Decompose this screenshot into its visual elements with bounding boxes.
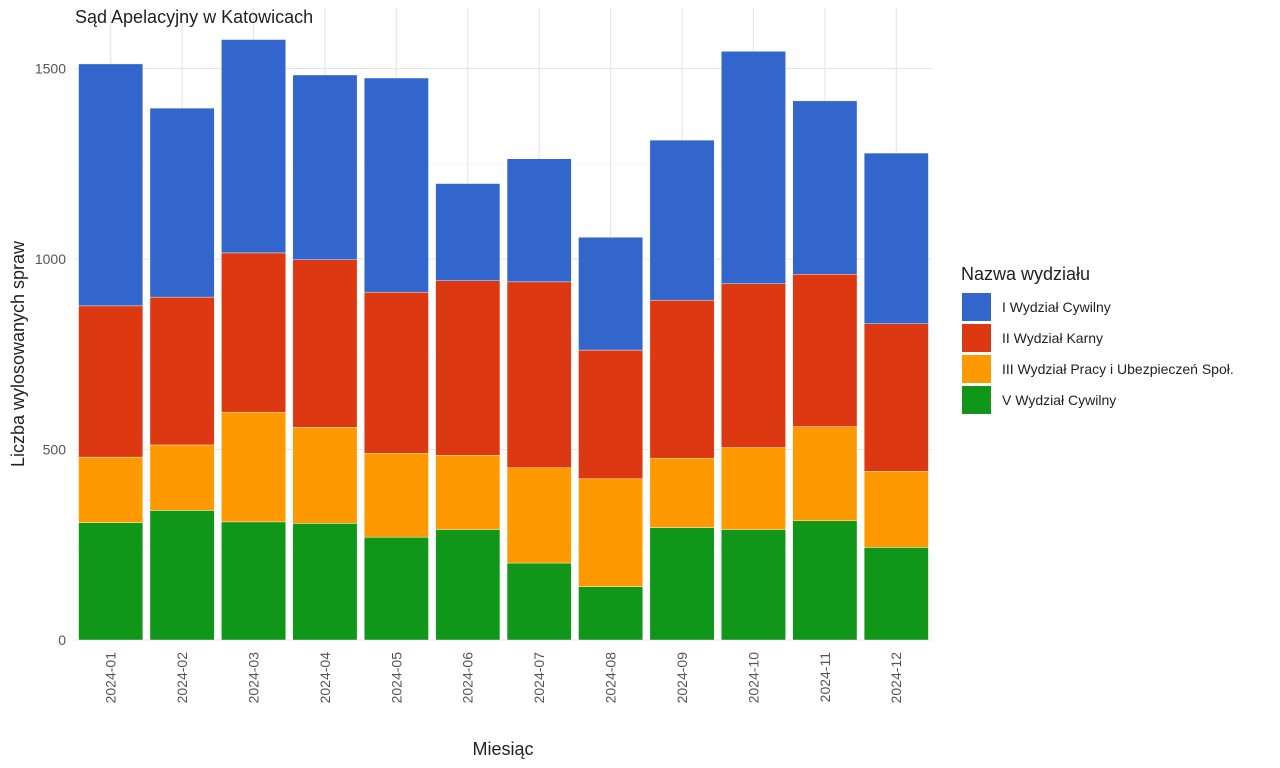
bar-segment bbox=[292, 523, 358, 641]
bar-segment bbox=[149, 510, 215, 641]
bar-segment bbox=[649, 458, 715, 528]
bar-segment bbox=[578, 478, 643, 587]
bar-segment bbox=[721, 447, 786, 530]
y-tick-label: 500 bbox=[43, 442, 67, 458]
legend-label: III Wydział Pracy i Ubezpieczeń Społ. bbox=[1002, 361, 1234, 377]
bar-segment bbox=[435, 183, 501, 281]
x-tick-label: 2024-01 bbox=[103, 652, 119, 704]
legend-label: II Wydział Karny bbox=[1002, 330, 1103, 346]
y-tick-label: 0 bbox=[58, 632, 66, 648]
bar-segment bbox=[364, 536, 429, 641]
bar-segment bbox=[721, 283, 786, 448]
x-tick-label: 2024-04 bbox=[317, 652, 333, 704]
bar-segment bbox=[863, 471, 929, 548]
bar-segment bbox=[792, 100, 858, 275]
chart-title: Sąd Apelacyjny w Katowicach bbox=[75, 7, 313, 27]
y-axis-title: Liczba wylosowanych spraw bbox=[8, 240, 28, 467]
bar-segment bbox=[364, 453, 429, 538]
bar-segment bbox=[78, 305, 144, 458]
legend-swatch bbox=[962, 355, 991, 383]
x-tick-label: 2024-08 bbox=[603, 652, 619, 704]
bar-segment bbox=[221, 39, 286, 254]
legend-label: I Wydział Cywilny bbox=[1002, 299, 1111, 315]
y-tick-label: 1000 bbox=[35, 251, 66, 267]
bar-segment bbox=[792, 274, 858, 427]
bar-segment bbox=[792, 520, 858, 641]
bar-segment bbox=[78, 456, 144, 523]
bar-segment bbox=[506, 281, 572, 468]
legend-swatch bbox=[962, 324, 991, 352]
bar-segment bbox=[863, 547, 929, 641]
x-tick-label: 2024-03 bbox=[245, 652, 261, 704]
bar-segment bbox=[292, 74, 358, 260]
bar-segment bbox=[221, 411, 286, 523]
bar-segment bbox=[721, 529, 786, 641]
bar-segment bbox=[578, 237, 643, 351]
bar-segment bbox=[149, 444, 215, 511]
bar-segment bbox=[435, 280, 501, 456]
bar-segment bbox=[78, 522, 144, 641]
x-tick-label: 2024-11 bbox=[817, 652, 833, 703]
bar-segment bbox=[149, 107, 215, 298]
bar-segment bbox=[78, 63, 144, 307]
x-tick-label: 2024-09 bbox=[674, 652, 690, 704]
x-tick-label: 2024-10 bbox=[745, 652, 761, 704]
bar-segment bbox=[578, 586, 643, 641]
bar-segment bbox=[506, 562, 572, 641]
legend-swatch bbox=[962, 293, 991, 321]
bar-segment bbox=[435, 529, 501, 641]
bar-segment bbox=[221, 252, 286, 413]
bar-segment bbox=[292, 427, 358, 524]
x-axis-ticks: 2024-01 2024-02 2024-03 2024-04 2024-05 2024-… bbox=[103, 652, 905, 704]
x-tick-label: 2024-05 bbox=[388, 652, 404, 704]
bar-segment bbox=[221, 521, 286, 641]
bar-segment bbox=[435, 455, 501, 530]
bar-segment bbox=[292, 259, 358, 428]
y-tick-label: 1500 bbox=[35, 61, 66, 77]
bar-segment bbox=[364, 291, 429, 454]
bar-segment bbox=[649, 527, 715, 641]
x-axis-title: Miesiąc bbox=[472, 739, 533, 759]
y-axis-ticks: 0 500 1000 1500 bbox=[35, 61, 66, 649]
legend-title: Nazwa wydziału bbox=[961, 264, 1090, 284]
bar-segment bbox=[506, 467, 572, 564]
bar-segment bbox=[863, 323, 929, 472]
bar-segment bbox=[506, 158, 572, 283]
bar-segment bbox=[649, 139, 715, 301]
bar-segment bbox=[649, 299, 715, 459]
bar-segment bbox=[863, 152, 929, 324]
bar-segment bbox=[578, 349, 643, 480]
x-tick-label: 2024-12 bbox=[888, 652, 904, 704]
bar-segment bbox=[721, 51, 786, 284]
x-tick-label: 2024-07 bbox=[531, 652, 547, 704]
legend: Nazwa wydziału I Wydział Cywilny II Wydzi… bbox=[961, 264, 1234, 414]
bar-segment bbox=[364, 77, 429, 293]
bar-segment bbox=[149, 296, 215, 446]
x-tick-label: 2024-06 bbox=[460, 652, 476, 704]
legend-swatch bbox=[962, 386, 991, 414]
legend-label: V Wydział Cywilny bbox=[1002, 392, 1116, 408]
bars bbox=[78, 39, 929, 641]
bar-segment bbox=[792, 426, 858, 521]
x-tick-label: 2024-02 bbox=[174, 652, 190, 704]
